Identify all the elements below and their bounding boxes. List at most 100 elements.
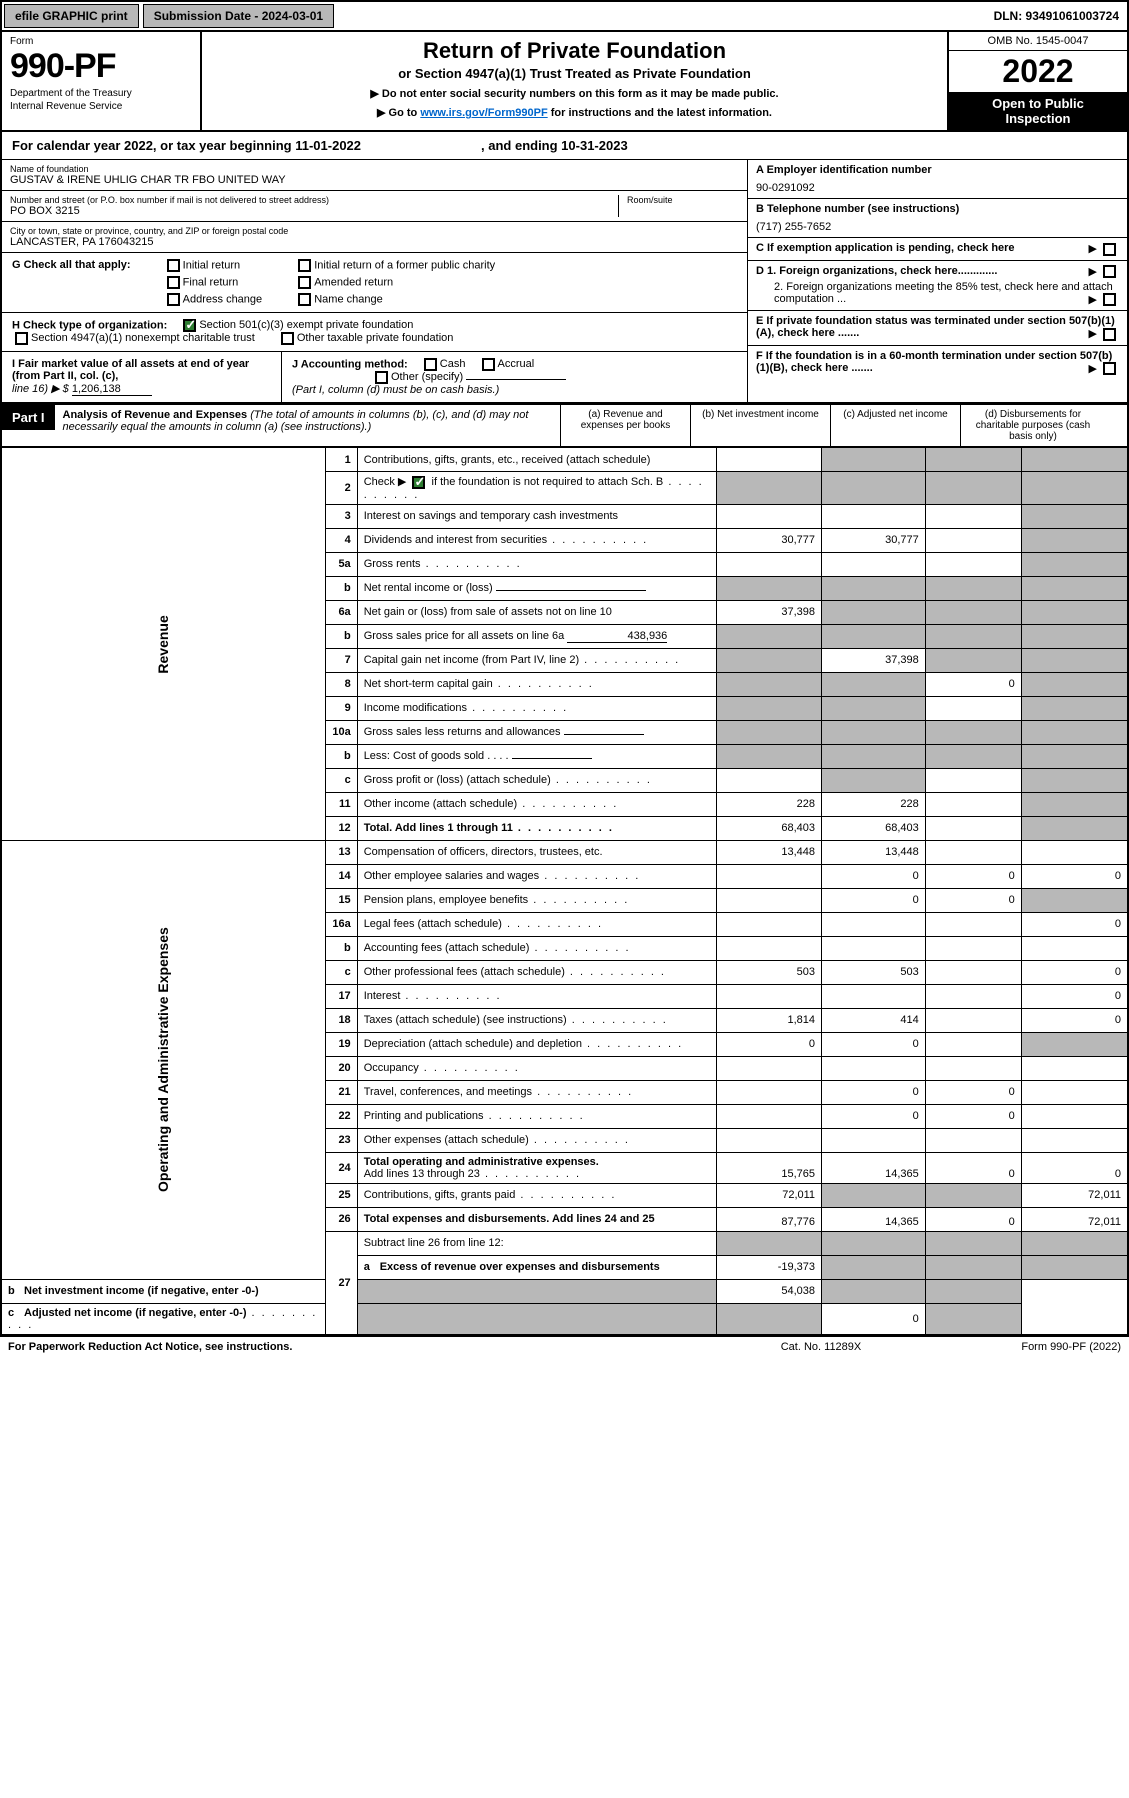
cell-c [925, 472, 1021, 505]
cell-a [716, 1056, 821, 1080]
address-change-checkbox[interactable] [167, 293, 180, 306]
line25-desc: Contributions, gifts, grants paid [364, 1189, 516, 1201]
cell-b [822, 1255, 926, 1279]
cell-c [925, 768, 1021, 792]
line6b-val: 438,936 [567, 630, 667, 643]
f-cell: F If the foundation is in a 60-month ter… [748, 346, 1127, 380]
cell-b [822, 552, 926, 576]
d2-checkbox[interactable] [1103, 293, 1116, 306]
initial-return-checkbox[interactable] [167, 259, 180, 272]
table-row: cAdjusted net income (if negative, enter… [1, 1303, 1128, 1335]
f-checkbox[interactable] [1103, 362, 1116, 375]
cell-c [925, 720, 1021, 744]
cell-c: 0 [925, 888, 1021, 912]
cell-d: 0 [1021, 1008, 1128, 1032]
line-num: 17 [325, 984, 357, 1008]
cell-b [822, 472, 926, 505]
initial-former-checkbox[interactable] [298, 259, 311, 272]
line-num: 7 [325, 648, 357, 672]
cell-b: 14,365 [822, 1152, 926, 1183]
cell-b [716, 1303, 821, 1335]
cell-c: 0 [925, 864, 1021, 888]
line-desc: Printing and publications [357, 1104, 716, 1128]
cell-d: 0 [1021, 864, 1128, 888]
cell-b: 68,403 [822, 816, 926, 840]
cell-c: 0 [925, 1104, 1021, 1128]
cell-d: 0 [1021, 984, 1128, 1008]
cell-c: 0 [822, 1303, 926, 1335]
note2-post: for instructions and the latest informat… [548, 107, 772, 119]
part1-badge: Part I [2, 405, 55, 446]
cell-d [1021, 528, 1128, 552]
omb-number: OMB No. 1545-0047 [949, 32, 1127, 51]
cell-a [716, 1080, 821, 1104]
cell-a: 68,403 [716, 816, 821, 840]
phone-value: (717) 255-7652 [756, 221, 1119, 233]
cell-d: 0 [1021, 1152, 1128, 1183]
cell-a [716, 984, 821, 1008]
cal-year-begin: For calendar year 2022, or tax year begi… [12, 138, 361, 153]
line18-desc: Taxes (attach schedule) (see instruction… [364, 1014, 567, 1026]
cell-c [925, 1183, 1021, 1207]
line27c-num: c [8, 1307, 24, 1319]
j-cash: Cash [440, 358, 466, 370]
cell-d [925, 1303, 1021, 1335]
cell-a [716, 888, 821, 912]
other-taxable-checkbox[interactable] [281, 332, 294, 345]
g-opt4: Initial return of a former public charit… [314, 259, 495, 271]
cell-d [1021, 840, 1128, 864]
form-link[interactable]: www.irs.gov/Form990PF [420, 107, 547, 119]
cell-b: 0 [822, 1104, 926, 1128]
e-checkbox[interactable] [1103, 328, 1116, 341]
cell-a [716, 1104, 821, 1128]
footer-left: For Paperwork Reduction Act Notice, see … [8, 1341, 721, 1353]
name-change-checkbox[interactable] [298, 293, 311, 306]
line22-desc: Printing and publications [364, 1110, 484, 1122]
ein-value: 90-0291092 [756, 182, 1119, 194]
cell-b [822, 696, 926, 720]
cell-b [822, 984, 926, 1008]
form-title: Return of Private Foundation [214, 38, 935, 64]
cell-d: 72,011 [1021, 1207, 1128, 1231]
line8-desc: Net short-term capital gain [364, 678, 493, 690]
other-method-checkbox[interactable] [375, 371, 388, 384]
line21-desc: Travel, conferences, and meetings [364, 1086, 532, 1098]
line-desc: Other income (attach schedule) [357, 792, 716, 816]
amended-return-checkbox[interactable] [298, 276, 311, 289]
line-num: 4 [325, 528, 357, 552]
line5b-desc: Net rental income or (loss) [364, 582, 493, 594]
accrual-checkbox[interactable] [482, 358, 495, 371]
phone-label: B Telephone number (see instructions) [756, 203, 1119, 215]
table-row: Revenue 1 Contributions, gifts, grants, … [1, 448, 1128, 472]
c-checkbox[interactable] [1103, 243, 1116, 256]
submission-date-button[interactable]: Submission Date - 2024-03-01 [143, 4, 334, 28]
cell-d [1021, 1104, 1128, 1128]
part1-title: Analysis of Revenue and Expenses [63, 409, 248, 421]
cell-a: 15,765 [716, 1152, 821, 1183]
cell-b [822, 1231, 926, 1255]
header-right: OMB No. 1545-0047 2022 Open to Public In… [947, 32, 1127, 130]
cell-a [716, 576, 821, 600]
4947a1-checkbox[interactable] [15, 332, 28, 345]
d1-checkbox[interactable] [1103, 265, 1116, 278]
501c3-checkbox[interactable] [183, 319, 196, 332]
final-return-checkbox[interactable] [167, 276, 180, 289]
form-header: Form 990-PF Department of the Treasury I… [0, 32, 1129, 132]
line-num: 12 [325, 816, 357, 840]
j-other: Other (specify) [391, 371, 463, 383]
cash-checkbox[interactable] [424, 358, 437, 371]
header-left: Form 990-PF Department of the Treasury I… [2, 32, 202, 130]
sch-b-checkbox[interactable] [412, 476, 425, 489]
cell-a: 30,777 [716, 528, 821, 552]
cell-c [925, 936, 1021, 960]
cell-a [357, 1303, 716, 1335]
i-j-row: I Fair market value of all assets at end… [2, 352, 747, 402]
efile-print-button[interactable]: efile GRAPHIC print [4, 4, 139, 28]
d-cell: D 1. Foreign organizations, check here..… [748, 261, 1127, 312]
line-num: 20 [325, 1056, 357, 1080]
line-desc: Accounting fees (attach schedule) [357, 936, 716, 960]
line24-desc2: Add lines 13 through 23 [364, 1168, 480, 1180]
dept-treasury: Department of the Treasury [10, 88, 192, 99]
cell-d [1021, 888, 1128, 912]
cell-b: 0 [822, 888, 926, 912]
